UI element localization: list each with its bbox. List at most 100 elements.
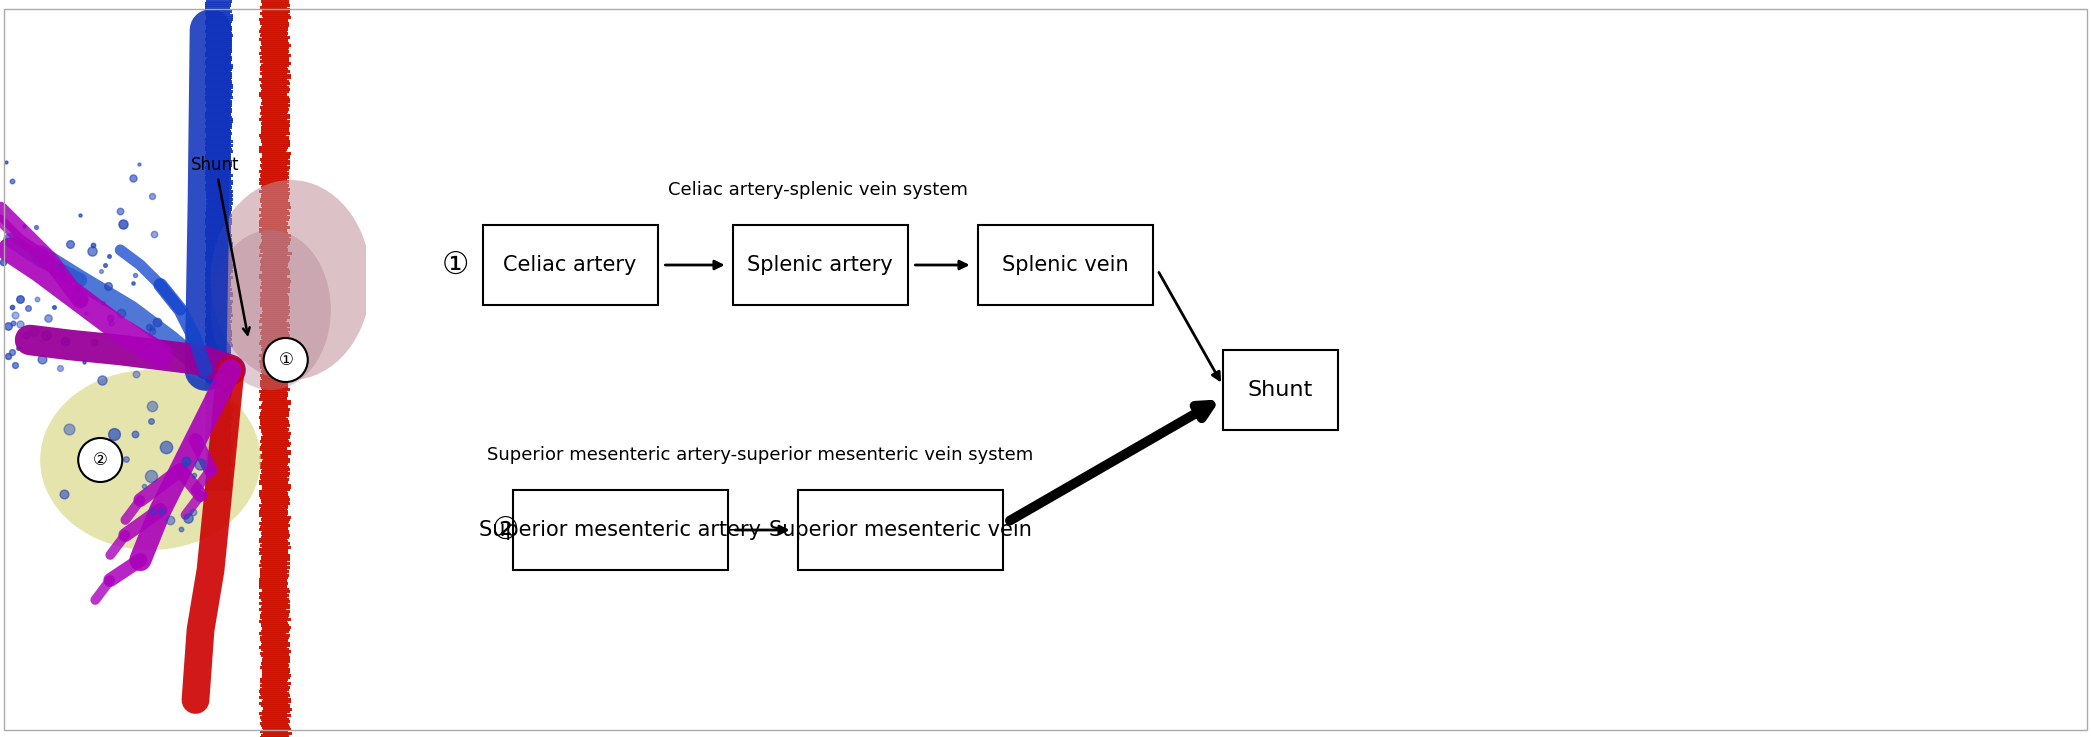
Bar xyxy=(263,732,291,735)
Bar xyxy=(261,36,291,39)
Bar xyxy=(205,316,232,319)
Bar xyxy=(207,238,232,241)
Bar xyxy=(261,2,289,5)
Bar xyxy=(259,384,289,387)
Bar xyxy=(259,448,286,451)
Bar xyxy=(205,320,232,323)
Bar xyxy=(263,728,291,731)
Bar xyxy=(205,146,232,149)
Bar xyxy=(205,460,230,463)
Bar xyxy=(263,650,291,653)
Bar xyxy=(259,538,286,541)
Bar xyxy=(205,62,232,65)
Bar xyxy=(259,690,286,693)
Bar xyxy=(259,28,289,31)
Bar xyxy=(207,152,232,155)
Bar xyxy=(261,212,291,215)
Bar xyxy=(205,114,230,117)
Bar xyxy=(261,24,289,27)
Bar xyxy=(205,468,230,471)
Bar xyxy=(205,446,232,449)
Bar xyxy=(259,218,289,221)
Bar xyxy=(261,466,289,469)
Bar xyxy=(205,402,232,405)
Bar xyxy=(207,108,232,111)
Bar xyxy=(207,312,232,315)
Bar xyxy=(207,246,232,249)
Bar xyxy=(205,162,232,165)
Bar xyxy=(205,454,232,457)
Bar xyxy=(261,324,289,327)
Bar xyxy=(259,592,286,595)
Bar xyxy=(263,70,289,73)
Bar xyxy=(207,56,232,59)
Bar xyxy=(205,2,230,5)
Bar xyxy=(205,138,232,141)
Bar xyxy=(205,466,232,469)
Bar xyxy=(207,140,234,143)
Bar xyxy=(259,208,286,211)
Bar xyxy=(261,40,289,43)
Bar xyxy=(259,198,289,201)
Bar xyxy=(259,568,286,571)
FancyBboxPatch shape xyxy=(483,225,657,305)
Bar xyxy=(259,678,289,681)
Bar xyxy=(261,96,289,99)
Bar xyxy=(205,216,232,219)
Bar xyxy=(261,438,289,441)
Bar xyxy=(205,228,232,231)
Bar xyxy=(205,288,232,291)
Bar xyxy=(261,64,289,67)
Bar xyxy=(259,30,286,33)
Bar xyxy=(205,406,232,409)
Bar xyxy=(205,310,232,313)
Bar xyxy=(259,616,289,619)
Bar xyxy=(259,552,289,555)
Bar xyxy=(259,490,286,493)
Bar xyxy=(205,448,232,451)
Bar xyxy=(261,142,291,145)
Bar xyxy=(205,78,230,81)
Bar xyxy=(205,76,232,79)
Bar xyxy=(205,304,230,307)
Bar xyxy=(205,298,230,301)
Bar xyxy=(261,278,289,281)
Bar xyxy=(205,348,230,351)
Bar xyxy=(259,476,286,479)
Bar xyxy=(261,116,291,119)
Bar xyxy=(205,102,232,105)
Bar xyxy=(205,396,230,399)
Bar xyxy=(259,326,286,329)
Bar xyxy=(261,194,289,197)
Bar xyxy=(261,328,291,331)
Bar xyxy=(259,66,286,69)
Bar xyxy=(261,532,289,535)
Bar xyxy=(261,664,289,667)
Bar xyxy=(263,656,291,659)
Bar xyxy=(263,306,291,309)
Bar xyxy=(259,250,289,253)
Bar xyxy=(207,254,232,257)
Bar xyxy=(261,612,289,615)
Bar xyxy=(259,722,289,725)
Bar xyxy=(205,368,230,371)
Bar xyxy=(205,286,230,289)
Bar xyxy=(261,110,289,113)
Bar xyxy=(259,580,286,583)
Bar xyxy=(259,696,289,699)
Bar xyxy=(259,576,289,579)
Bar xyxy=(259,366,289,369)
Bar xyxy=(259,608,286,611)
Bar xyxy=(207,376,234,379)
Bar xyxy=(261,14,291,17)
Bar xyxy=(207,432,232,435)
Bar xyxy=(205,274,230,277)
Bar xyxy=(205,480,230,483)
Bar xyxy=(259,492,289,495)
Bar xyxy=(261,692,289,695)
Bar xyxy=(261,312,289,315)
Bar xyxy=(261,160,291,163)
Bar xyxy=(205,484,232,487)
Bar xyxy=(261,26,289,29)
Bar xyxy=(205,106,230,109)
